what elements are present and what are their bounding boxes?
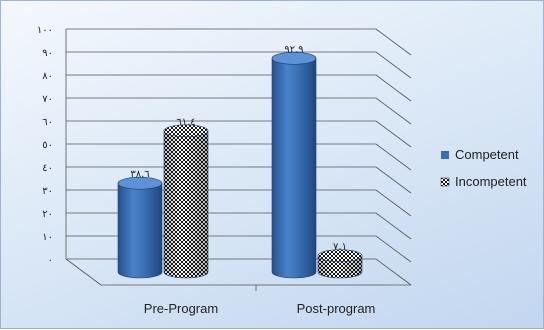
bar-shade xyxy=(318,255,362,278)
y-tick-label: ٥٠ xyxy=(42,140,53,151)
gridline-depth xyxy=(375,97,412,125)
bar-top xyxy=(117,176,163,190)
bar-top xyxy=(271,52,317,65)
y-tick-label: ٠ xyxy=(48,255,53,266)
bar-shade xyxy=(164,130,208,278)
legend-label: Competent xyxy=(455,147,519,162)
y-tick-label: ٦٠ xyxy=(42,117,53,128)
bar-incompetent-pre-program xyxy=(163,124,209,279)
floor-left-edge xyxy=(65,258,102,286)
gridline-depth xyxy=(375,212,412,240)
bar-competent-post-program xyxy=(271,52,317,279)
gridline-depth xyxy=(375,189,412,217)
gridline-depth xyxy=(375,28,412,56)
data-label: ٣٨.٦ xyxy=(130,169,149,180)
y-tick-label: ٢٠ xyxy=(42,209,53,220)
legend-label: Incompetent xyxy=(455,174,527,189)
x-tick-label: Post-program xyxy=(297,301,376,316)
bar-top xyxy=(163,124,209,138)
data-label: ٩٢.٩ xyxy=(284,44,303,55)
gridline-depth xyxy=(375,51,412,79)
data-label: ٧.١ xyxy=(333,242,347,253)
bar xyxy=(117,182,163,279)
y-tick-label: ٣٠ xyxy=(42,186,53,197)
bar-competent-pre-program xyxy=(117,176,163,279)
gridline-depth xyxy=(375,74,412,102)
data-label: ٦١.٤ xyxy=(176,117,195,128)
y-tick-label: ٤٠ xyxy=(42,163,53,174)
gridline-depth xyxy=(375,235,412,263)
legend-swatch xyxy=(441,151,449,159)
y-tick-label: ١٠٠ xyxy=(37,25,53,36)
gridline-depth xyxy=(375,120,412,148)
y-tick-label: ٧٠ xyxy=(42,94,53,105)
gridline-depth xyxy=(375,143,412,171)
gridline-depth xyxy=(375,258,412,286)
bar-incompetent-post-program xyxy=(317,249,363,279)
bar xyxy=(271,58,317,279)
gridline-depth xyxy=(375,166,412,194)
legend-swatch xyxy=(440,177,450,187)
y-tick-label: ٨٠ xyxy=(42,71,53,82)
y-tick-label: ١٠ xyxy=(42,232,53,243)
y-tick-label: ٩٠ xyxy=(42,48,53,59)
x-tick-label: Pre-Program xyxy=(144,301,218,316)
bar-top xyxy=(317,249,363,262)
